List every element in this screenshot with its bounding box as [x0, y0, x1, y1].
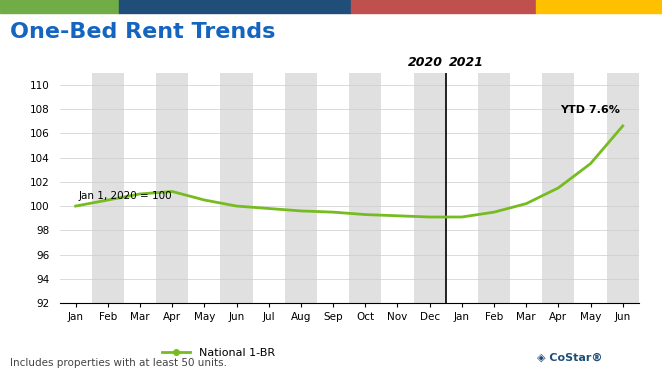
- Text: ◈ CoStar®: ◈ CoStar®: [537, 353, 602, 363]
- Bar: [536, 0, 662, 13]
- Text: 2020: 2020: [408, 56, 442, 69]
- Bar: [156, 73, 188, 303]
- Bar: [478, 73, 510, 303]
- Bar: [606, 73, 639, 303]
- Bar: [542, 73, 575, 303]
- Bar: [119, 0, 351, 13]
- Bar: [220, 73, 253, 303]
- Bar: [414, 73, 446, 303]
- Text: YTD 7.6%: YTD 7.6%: [559, 105, 620, 115]
- Legend: National 1-BR: National 1-BR: [158, 344, 279, 363]
- Text: One-Bed Rent Trends: One-Bed Rent Trends: [10, 22, 275, 42]
- Bar: [349, 73, 381, 303]
- Bar: [351, 0, 536, 13]
- Text: 2021: 2021: [449, 56, 484, 69]
- Text: Jan 1, 2020 = 100: Jan 1, 2020 = 100: [79, 191, 173, 201]
- Bar: [92, 73, 124, 303]
- Text: Includes properties with at least 50 units.: Includes properties with at least 50 uni…: [10, 358, 227, 368]
- Bar: [0, 0, 119, 13]
- Bar: [285, 73, 317, 303]
